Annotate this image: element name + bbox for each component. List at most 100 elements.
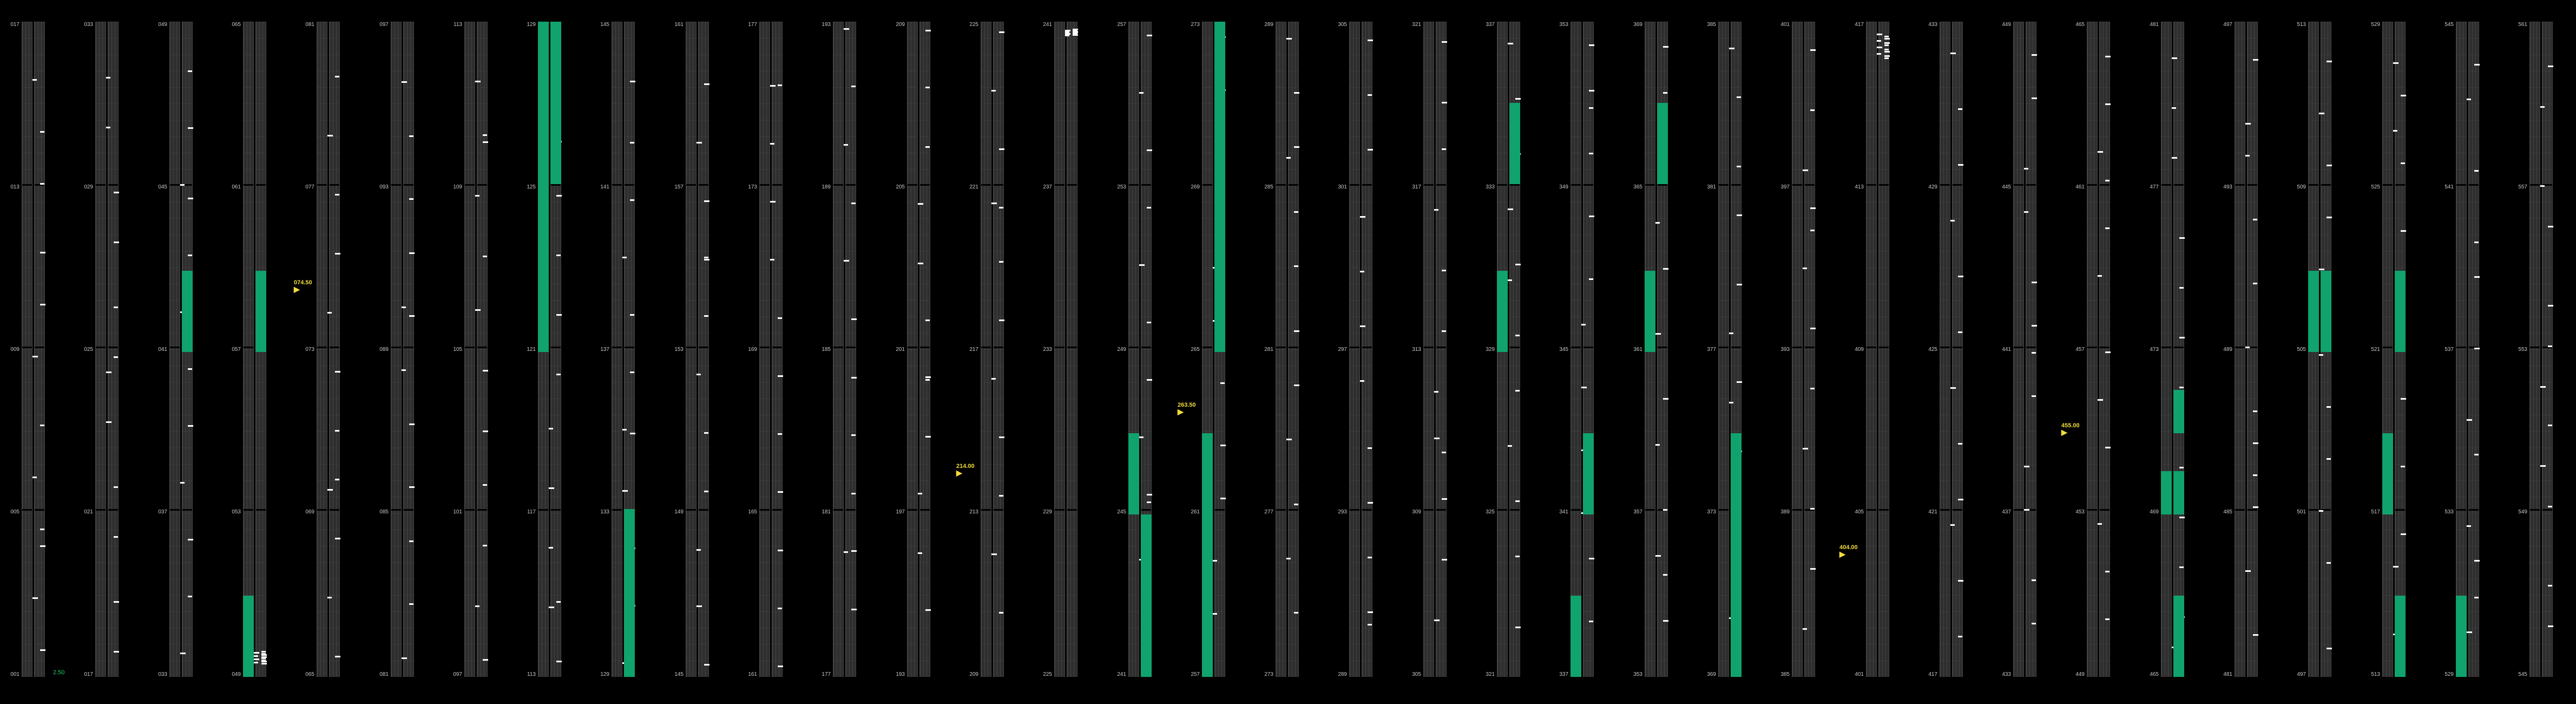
ladder-column[interactable]: 241 237 233 229 225 <box>1043 22 1079 677</box>
ladder-track[interactable] <box>329 22 340 677</box>
ladder-track[interactable] <box>391 22 402 677</box>
ladder-column[interactable]: 177 173 169 165 161 <box>748 22 784 677</box>
ladder-column[interactable]: 481 477 473 469 465 <box>2150 22 2186 677</box>
ladder-track[interactable] <box>2529 22 2540 677</box>
ladder-column[interactable]: 513 509 505 501 497 <box>2297 22 2333 677</box>
ladder-column[interactable]: 193 189 185 181 177 <box>822 22 858 677</box>
ladder-track[interactable] <box>2456 22 2467 677</box>
ladder-track[interactable] <box>169 22 180 677</box>
ladder-column[interactable]: 129 125 121 117 113 <box>527 22 563 677</box>
ladder-track[interactable] <box>2026 22 2036 677</box>
ladder-track[interactable] <box>1570 22 1581 677</box>
ladder-track[interactable] <box>317 22 327 677</box>
ladder-track[interactable] <box>477 22 488 677</box>
ladder-column[interactable]: 465 461 457 453 449 <box>2075 22 2112 677</box>
ladder-track[interactable] <box>2382 22 2393 677</box>
price-marker[interactable]: 404.00 ▶ <box>1839 544 1858 558</box>
ladder-track[interactable] <box>1804 22 1815 677</box>
ladder-track[interactable] <box>2013 22 2024 677</box>
ladder-track[interactable] <box>2087 22 2098 677</box>
order-tick <box>114 486 118 488</box>
ladder-column[interactable]: 033 029 025 021 017 <box>84 22 120 677</box>
ladder-column[interactable]: 545 541 537 533 529 <box>2444 22 2481 677</box>
ladder-track[interactable] <box>1940 22 1950 677</box>
price-marker[interactable]: 214.00 ▶ <box>956 463 975 477</box>
ladder-track[interactable] <box>2247 22 2258 677</box>
ladder-track[interactable] <box>95 22 106 677</box>
ladder-track[interactable] <box>22 22 32 677</box>
ladder-track[interactable] <box>2099 22 2110 677</box>
ladder-column[interactable]: 561 557 553 549 545 <box>2518 22 2554 677</box>
ladder-track[interactable] <box>2161 22 2172 677</box>
ladder-column[interactable]: 097 093 089 085 081 <box>379 22 416 677</box>
ladder-column[interactable]: 273 269 265 261 257 <box>1191 22 1227 677</box>
ladder-track[interactable] <box>1276 22 1286 677</box>
ladder-column[interactable]: 049 045 041 037 033 <box>158 22 194 677</box>
ladder-column[interactable]: 369 365 361 357 353 <box>1633 22 1670 677</box>
ladder-track[interactable] <box>772 22 783 677</box>
ladder-track[interactable] <box>403 22 414 677</box>
ladder-track[interactable] <box>2235 22 2245 677</box>
ladder-column[interactable]: 145 141 137 133 129 <box>600 22 636 677</box>
ladder-track[interactable] <box>907 22 918 677</box>
price-marker[interactable]: 263.50 ▶ <box>1178 402 1196 416</box>
section-divider <box>96 347 106 348</box>
ladder-track[interactable] <box>845 22 856 677</box>
price-marker[interactable]: 455.00 ▶ <box>2061 422 2080 436</box>
ladder-column[interactable]: 337 333 329 325 321 <box>1486 22 1522 677</box>
ladder-column[interactable]: 321 317 313 309 305 <box>1412 22 1448 677</box>
ladder-track[interactable] <box>919 22 930 677</box>
ladder-track[interactable] <box>1141 22 1152 677</box>
ladder-track[interactable] <box>1423 22 1434 677</box>
ladder-track[interactable] <box>2173 22 2184 677</box>
ladder-column[interactable]: 305 301 297 293 289 <box>1338 22 1374 677</box>
ladder-column[interactable]: 081 077 073 069 065 <box>305 22 341 677</box>
ladder-column[interactable]: 401 397 393 389 385 <box>1780 22 1817 677</box>
ladder-track[interactable] <box>1657 22 1668 677</box>
ladder-track[interactable] <box>993 22 1004 677</box>
ladder-track[interactable] <box>2542 22 2553 677</box>
ladder-track[interactable] <box>1436 22 1447 677</box>
ladder-track[interactable] <box>243 22 254 677</box>
ladder-column[interactable]: 113 109 105 101 097 <box>453 22 489 677</box>
ladder-track[interactable] <box>1128 22 1139 677</box>
ladder-column[interactable]: 209 205 201 197 193 <box>896 22 932 677</box>
ladder-column[interactable]: 529 525 521 517 513 <box>2371 22 2407 677</box>
ladder-track[interactable] <box>34 22 45 677</box>
ladder-track[interactable] <box>1054 22 1065 677</box>
ladder-column[interactable]: 225 221 217 213 209 <box>969 22 1006 677</box>
ladder-track[interactable] <box>108 22 119 677</box>
ladder-track[interactable] <box>1067 22 1077 677</box>
ladder-track[interactable] <box>698 22 709 677</box>
ladder-column[interactable]: 257 253 249 245 241 <box>1117 22 1153 677</box>
ladder-track[interactable] <box>464 22 475 677</box>
ladder-track[interactable] <box>550 22 561 677</box>
ladder-column[interactable]: 353 349 345 341 337 <box>1559 22 1595 677</box>
ladder-column[interactable]: 161 157 153 149 145 <box>674 22 711 677</box>
ladder-track[interactable] <box>1792 22 1803 677</box>
ladder-track[interactable] <box>1952 22 1963 677</box>
ladder-track[interactable] <box>612 22 622 677</box>
ladder-track[interactable] <box>686 22 696 677</box>
ladder-column[interactable]: 289 285 281 277 273 <box>1264 22 1300 677</box>
ladder-track[interactable] <box>759 22 770 677</box>
ladder-track[interactable] <box>1349 22 1360 677</box>
ladder-track[interactable] <box>1362 22 1372 677</box>
ladder-track[interactable] <box>2468 22 2479 677</box>
ladder-track[interactable] <box>1718 22 1729 677</box>
ladder-column[interactable]: 449 445 441 437 433 <box>2002 22 2038 677</box>
ladder-column[interactable]: 433 429 425 421 417 <box>1928 22 1964 677</box>
ladder-track[interactable] <box>1866 22 1877 677</box>
ladder-track[interactable] <box>981 22 991 677</box>
ladder-track[interactable] <box>833 22 844 677</box>
ladder-column[interactable]: 497 493 489 485 481 <box>2223 22 2259 677</box>
ladder-column[interactable]: 417 413 409 405 401 <box>1855 22 1891 677</box>
ladder-column[interactable]: 065 061 057 053 049 <box>232 22 268 677</box>
price-marker[interactable]: 074.50 ▶ <box>294 279 312 294</box>
ladder-track[interactable] <box>1583 22 1594 677</box>
ladder-track[interactable] <box>1288 22 1299 677</box>
ladder-column[interactable]: 385 381 377 373 369 <box>1707 22 1743 677</box>
ladder-track[interactable] <box>1878 22 1889 677</box>
ladder-track[interactable] <box>1509 22 1520 677</box>
ladder-column[interactable]: 017 013 009 005 001 <box>10 22 47 677</box>
